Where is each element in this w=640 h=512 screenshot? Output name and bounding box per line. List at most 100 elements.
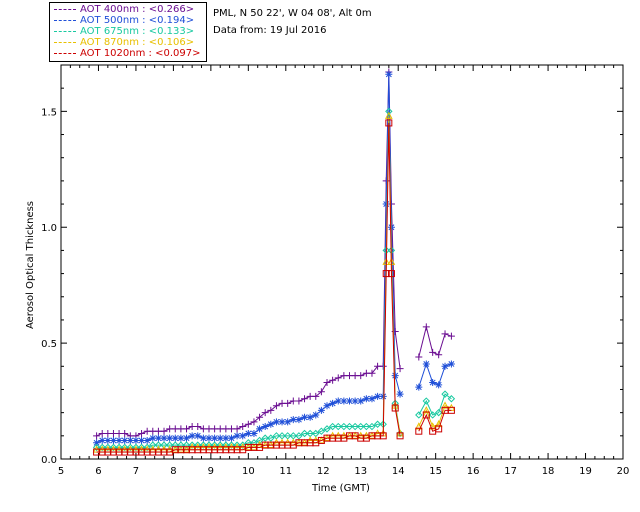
x-tick-label: 9: [208, 466, 214, 477]
data-point: [435, 381, 443, 389]
x-tick-label: 14: [392, 466, 405, 477]
data-point: [295, 397, 303, 405]
data-point: [109, 436, 117, 444]
legend-label-500nm: AOT 500nm : <0.194>: [80, 15, 195, 26]
data-point: [374, 392, 382, 400]
data-point: [160, 434, 168, 442]
data-point: [250, 430, 258, 438]
series-aot-500nm: [93, 70, 455, 447]
data-point: [188, 432, 196, 440]
data-point: [441, 362, 449, 370]
data-point: [441, 330, 449, 338]
legend-item-400nm: AOT 400nm : <0.266>: [54, 4, 194, 16]
data-point: [329, 376, 337, 384]
data-point: [244, 420, 252, 428]
data-point: [160, 441, 168, 449]
data-point: [121, 430, 129, 438]
x-tick-label: 17: [504, 466, 517, 477]
data-point: [306, 413, 314, 421]
data-point: [284, 418, 292, 426]
data-point: [211, 434, 219, 442]
data-point: [121, 436, 129, 444]
data-point: [422, 411, 430, 419]
series-line: [96, 122, 401, 453]
data-point: [334, 374, 342, 382]
legend-item-1020nm: AOT 1020nm : <0.097>: [54, 48, 200, 60]
data-point: [256, 413, 264, 421]
data-point: [382, 270, 390, 278]
data-point: [205, 434, 213, 442]
data-point: [415, 411, 423, 419]
legend-label-400nm: AOT 400nm : <0.266>: [80, 4, 195, 15]
y-tick-label: 1.5: [41, 107, 57, 118]
data-point: [143, 436, 151, 444]
data-point: [391, 404, 399, 412]
data-point: [329, 399, 337, 407]
data-point: [143, 443, 151, 452]
data-point: [373, 420, 382, 428]
station-info: PML, N 50 22', W 04 08', Alt 0m: [213, 8, 372, 19]
data-point: [345, 422, 354, 431]
data-point: [233, 432, 241, 440]
data-point: [104, 443, 112, 452]
data-point: [278, 418, 286, 426]
x-tick-label: 11: [279, 466, 292, 477]
x-tick-label: 10: [242, 466, 255, 477]
data-point: [115, 436, 123, 444]
data-point: [429, 379, 437, 387]
data-point: [165, 441, 174, 449]
data-point: [239, 441, 247, 449]
y-axis-label: Aerosol Optical Thickness: [25, 201, 36, 329]
data-point: [434, 408, 443, 417]
data-point: [272, 418, 280, 426]
data-point: [385, 70, 393, 78]
data-point: [396, 365, 404, 373]
chart-series: [92, 68, 456, 456]
data-point: [267, 406, 275, 414]
data-point: [357, 397, 365, 405]
y-tick-label: 0.5: [41, 339, 57, 350]
data-point: [300, 429, 309, 438]
legend-item-675nm: AOT 675nm : <0.133>: [54, 26, 194, 38]
y-tick-label: 0.0: [41, 455, 57, 466]
data-point: [362, 422, 371, 431]
data-point: [261, 409, 269, 417]
data-point: [183, 434, 191, 442]
data-point: [250, 439, 258, 447]
data-point: [177, 434, 185, 442]
data-point: [267, 420, 275, 428]
legend-label-1020nm: AOT 1020nm : <0.097>: [80, 48, 201, 59]
data-point: [357, 372, 365, 380]
data-point: [447, 406, 455, 414]
data-point: [120, 443, 129, 452]
series-line: [96, 71, 401, 437]
data-point: [385, 119, 393, 127]
x-axis-label: Time (GMT): [311, 483, 370, 494]
x-tick-label: 12: [317, 466, 330, 477]
data-point: [317, 388, 325, 396]
data-point: [98, 443, 106, 452]
series-aot-870nm: [92, 111, 456, 453]
data-point: [284, 399, 292, 407]
data-point: [312, 392, 320, 400]
x-tick-label: 6: [95, 466, 101, 477]
data-point: [422, 323, 430, 331]
data-point: [250, 418, 258, 426]
data-point: [301, 395, 309, 403]
data-point: [317, 406, 325, 414]
data-point: [104, 436, 112, 444]
data-point: [396, 390, 404, 398]
data-point: [138, 436, 146, 444]
data-point: [160, 427, 168, 435]
data-point: [422, 360, 430, 368]
data-point: [171, 441, 179, 449]
data-point: [233, 441, 241, 449]
x-tick-label: 18: [542, 466, 555, 477]
data-point: [435, 425, 443, 433]
data-point: [126, 443, 135, 452]
data-point: [222, 441, 230, 449]
date-info: Data from: 19 Jul 2016: [213, 25, 327, 36]
data-point: [205, 441, 213, 449]
data-point: [182, 441, 191, 449]
data-point: [222, 434, 230, 442]
